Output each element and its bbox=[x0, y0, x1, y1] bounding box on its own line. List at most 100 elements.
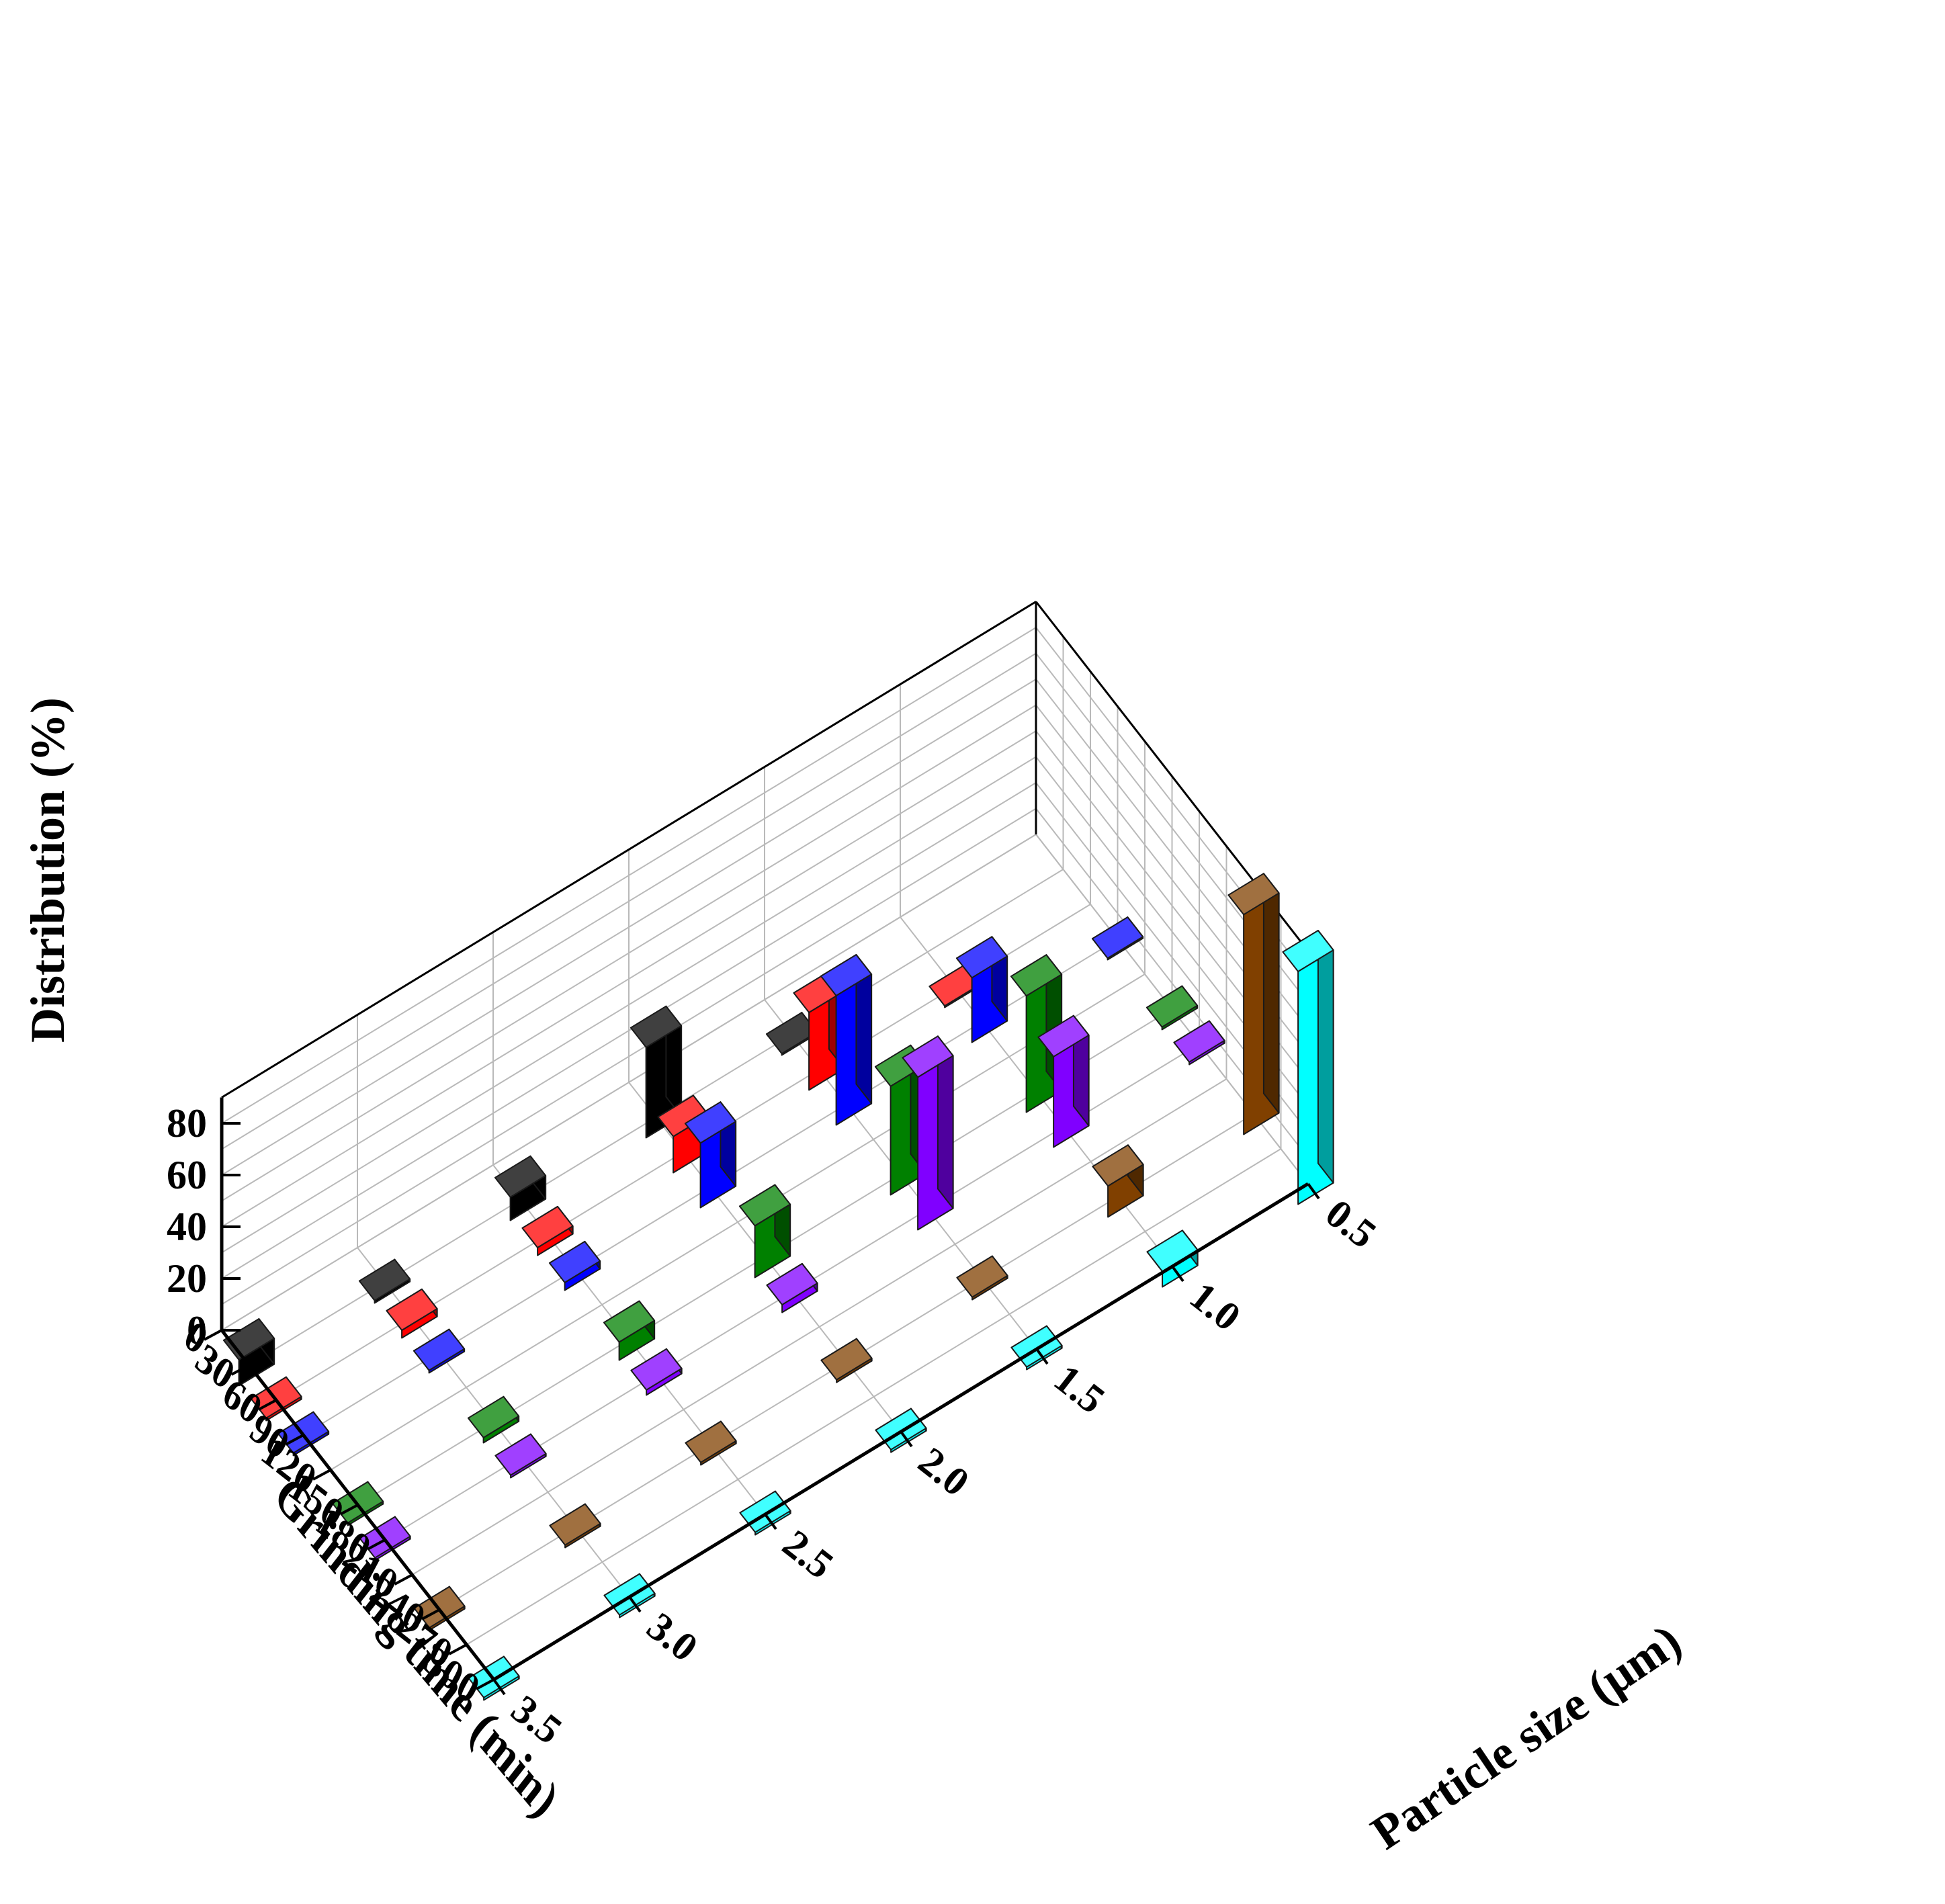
size-tick-mark bbox=[492, 1678, 506, 1696]
bar bbox=[956, 1255, 1008, 1301]
time-tick-mark bbox=[394, 1573, 413, 1586]
z-tick-label: 60 bbox=[167, 1153, 207, 1197]
bar bbox=[549, 1503, 601, 1549]
time-tick-mark bbox=[230, 1364, 250, 1376]
bar-top-face bbox=[549, 1503, 601, 1546]
bar bbox=[386, 1288, 438, 1339]
bar bbox=[1227, 873, 1280, 1135]
size-tick-mark bbox=[628, 1596, 642, 1613]
time-tick-mark bbox=[448, 1643, 468, 1655]
bar bbox=[603, 1300, 656, 1361]
bar-side-face bbox=[1317, 930, 1334, 1184]
wall-grid-line bbox=[221, 834, 1037, 1331]
z-axis-title: Distribution (%) bbox=[21, 697, 75, 1043]
bar-top-face bbox=[738, 1184, 791, 1227]
bar bbox=[1146, 1229, 1199, 1288]
bar bbox=[358, 1258, 411, 1304]
bar-top-face bbox=[1227, 873, 1280, 916]
wall-grid-line bbox=[221, 756, 1037, 1254]
time-tick-mark bbox=[312, 1469, 331, 1481]
z-tick-label: 40 bbox=[167, 1205, 207, 1249]
size-tick-mark bbox=[1171, 1265, 1184, 1283]
frame-edge bbox=[221, 601, 1037, 1098]
bar bbox=[630, 1348, 683, 1396]
bar bbox=[494, 1433, 547, 1479]
bar-top-face bbox=[1173, 1020, 1225, 1063]
bar bbox=[494, 1155, 547, 1221]
bar bbox=[685, 1420, 737, 1466]
z-tick-label: 0 bbox=[187, 1308, 207, 1352]
bar bbox=[820, 954, 873, 1126]
size-tick-label: 2.5 bbox=[775, 1521, 842, 1587]
bar-top-face bbox=[684, 1101, 737, 1144]
bar-top-face bbox=[494, 1155, 547, 1198]
size-tick-label: 0.5 bbox=[1317, 1191, 1385, 1256]
time-tick-mark bbox=[476, 1678, 494, 1690]
z-tick-label: 20 bbox=[167, 1256, 207, 1301]
size-tick-label: 3.0 bbox=[639, 1604, 706, 1670]
bar-top-face bbox=[766, 1262, 818, 1305]
size-tick-mark bbox=[1307, 1182, 1320, 1200]
z-tick-label: 80 bbox=[167, 1101, 207, 1145]
bar-top-face bbox=[386, 1288, 438, 1331]
time-tick-mark bbox=[367, 1539, 386, 1551]
bar-side-face bbox=[1262, 873, 1280, 1114]
wall-grid-line bbox=[221, 782, 1037, 1279]
bar-top-face bbox=[956, 1255, 1008, 1298]
bar-top-face bbox=[902, 1035, 954, 1078]
bar bbox=[548, 1240, 601, 1291]
wall-grid-line bbox=[221, 808, 1037, 1305]
size-tick-label: 1.5 bbox=[1046, 1356, 1113, 1422]
bar-top-face bbox=[413, 1328, 466, 1371]
time-tick-mark bbox=[258, 1399, 277, 1411]
bar-top-face bbox=[1010, 954, 1063, 997]
time-tick-mark bbox=[339, 1504, 359, 1516]
bar-top-face bbox=[1092, 1144, 1144, 1187]
bar bbox=[684, 1101, 737, 1209]
bar-top-face bbox=[603, 1300, 656, 1343]
bar-top-face bbox=[820, 1338, 873, 1381]
bar-top-face bbox=[358, 1258, 411, 1301]
size-tick-label: 2.0 bbox=[910, 1438, 978, 1504]
wall-grid-line bbox=[221, 627, 1037, 1124]
bar-top-face bbox=[685, 1420, 737, 1463]
bar-top-face bbox=[955, 936, 1008, 979]
bar bbox=[1146, 985, 1199, 1031]
bar-top-face bbox=[630, 1348, 683, 1391]
size-tick-mark bbox=[764, 1513, 777, 1530]
bar-top-face bbox=[467, 1395, 520, 1438]
size-tick-label: 1.0 bbox=[1182, 1273, 1249, 1339]
bar-top-face bbox=[521, 1205, 574, 1248]
time-tick-mark bbox=[421, 1608, 440, 1620]
size-axis-title: Particle size (μm) bbox=[1362, 1614, 1691, 1860]
bar-top-face bbox=[494, 1433, 547, 1476]
bar bbox=[413, 1328, 466, 1374]
bar-top-face bbox=[548, 1240, 601, 1283]
bar-top-face bbox=[1146, 985, 1199, 1028]
bar bbox=[521, 1205, 574, 1256]
time-tick-mark bbox=[204, 1329, 222, 1341]
bar bbox=[820, 1338, 873, 1383]
bar bbox=[1282, 930, 1334, 1205]
size-tick-mark bbox=[900, 1430, 913, 1448]
bar bbox=[766, 1262, 818, 1313]
bar-top-face bbox=[1037, 1014, 1090, 1057]
bar bbox=[1037, 1014, 1090, 1148]
wall-grid-line bbox=[221, 730, 1037, 1227]
size-tick-mark bbox=[1035, 1348, 1049, 1365]
bar bbox=[1092, 1144, 1144, 1218]
bar bbox=[1091, 916, 1144, 961]
bar-top-face bbox=[1091, 916, 1144, 959]
time-axis-title: Grinding time (min) bbox=[265, 1464, 568, 1828]
bar bbox=[467, 1395, 520, 1444]
bar bbox=[902, 1035, 954, 1231]
time-tick-mark bbox=[285, 1434, 304, 1446]
bar bbox=[955, 936, 1008, 1043]
wall-grid-line bbox=[221, 704, 1037, 1202]
bar-top-face bbox=[630, 1005, 683, 1048]
wall-grid-line bbox=[221, 652, 1037, 1150]
wall-grid-line bbox=[221, 679, 1037, 1176]
bar bbox=[738, 1184, 791, 1279]
bar-top-face bbox=[1282, 930, 1334, 972]
